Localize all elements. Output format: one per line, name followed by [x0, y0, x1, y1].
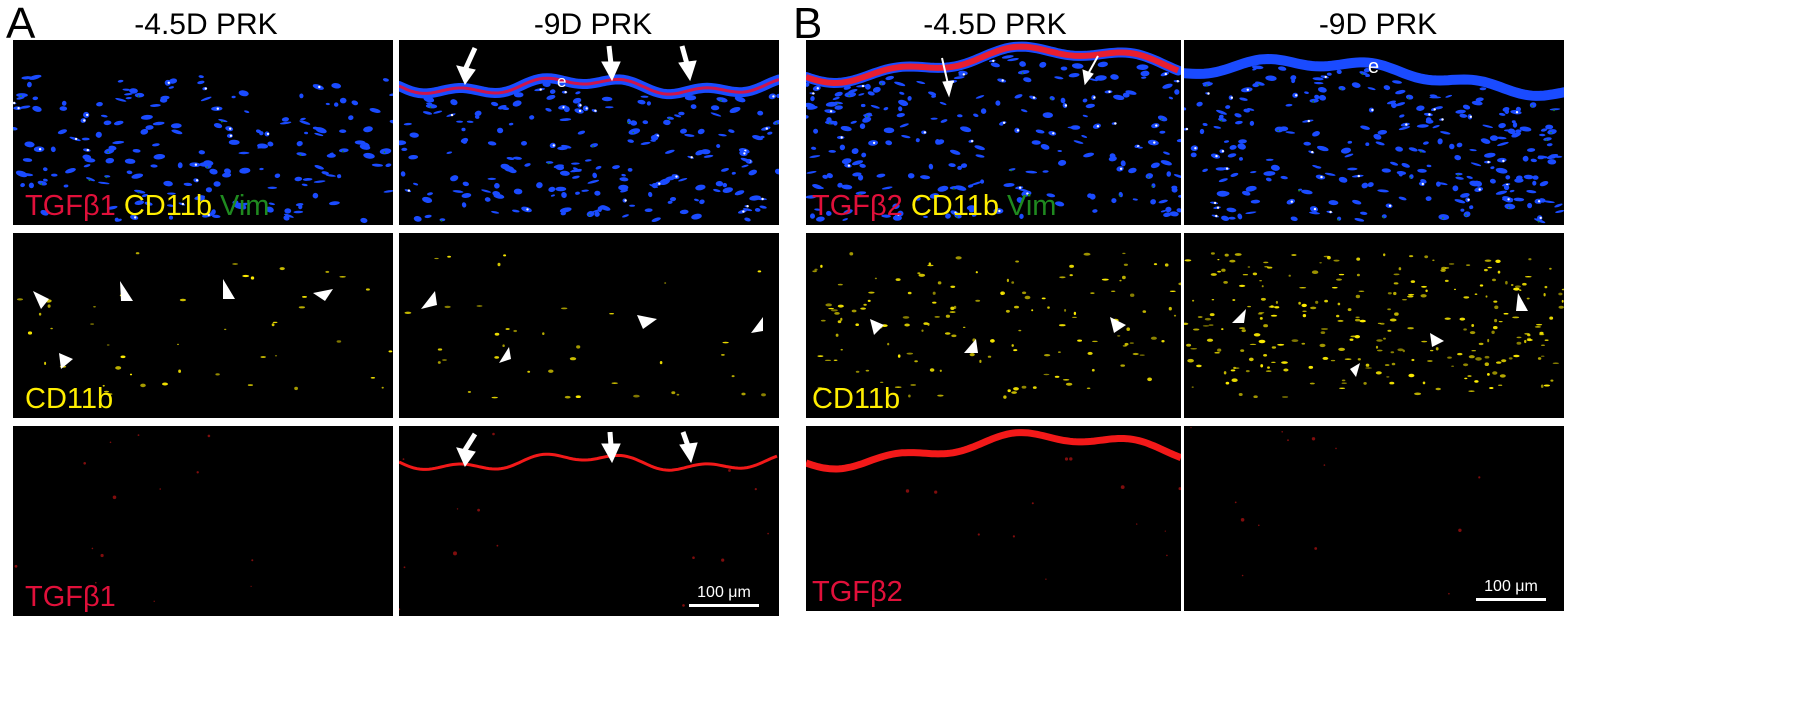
micrograph-image — [404, 254, 766, 399]
column-header-a-left: -4.5D PRK — [134, 8, 278, 41]
micrograph-a-tgf-left: TGFβ1 — [13, 426, 393, 616]
micrograph-b-tgf-right: 100 μm — [1184, 426, 1564, 611]
micrograph-image — [1184, 252, 1564, 398]
scale-bar: 100 μm — [689, 584, 759, 607]
micrograph-a-merge-right: e — [399, 40, 779, 225]
panel-letter-b: B — [793, 0, 823, 48]
micrograph-b-cd11b-right — [1184, 233, 1564, 418]
micrograph-image — [806, 429, 1181, 580]
micrograph-a-cd11b-left: CD11b — [13, 233, 393, 418]
stain-label-tgf: TGFβ1 — [25, 581, 116, 613]
scale-bar-line — [689, 604, 759, 607]
micrograph-a-cd11b-right — [399, 233, 779, 418]
micrograph-image — [14, 434, 254, 602]
column-header-a-right: -9D PRK — [533, 8, 653, 41]
panel-letter-a: A — [6, 0, 36, 48]
epithelium-marker: e — [1368, 56, 1380, 78]
stain-label: TGFβ1 CD11b Vim — [25, 190, 270, 222]
scale-bar: 100 μm — [1476, 578, 1546, 601]
scale-bar-label: 100 μm — [1484, 578, 1538, 595]
column-header-b-right: -9D PRK — [1318, 8, 1438, 41]
micrograph-image — [1190, 427, 1481, 595]
micrograph-image — [399, 73, 779, 223]
stain-label-tgf: TGFβ2 — [812, 576, 903, 608]
micrograph-b-merge-right: e — [1184, 40, 1564, 225]
micrograph-b-merge-left: TGFβ2 CD11b Vim — [806, 40, 1181, 225]
micrograph-image — [1184, 53, 1564, 224]
scale-bar-label: 100 μm — [697, 584, 751, 601]
scale-bar-line — [1476, 598, 1546, 601]
epithelium-marker: e — [557, 72, 567, 91]
micrograph-image — [13, 74, 393, 223]
column-header-b-left: -4.5D PRK — [923, 8, 1067, 41]
micrograph-a-merge-left: TGFβ1 CD11b Vim — [13, 40, 393, 225]
micrograph-b-cd11b-left: CD11b — [806, 233, 1181, 418]
stain-label-cd11b: CD11b — [812, 383, 901, 415]
micrograph-a-tgf-right: 100 μm — [399, 426, 779, 616]
micrograph-image — [812, 252, 1181, 399]
micrograph-b-tgf-left: TGFβ2 — [806, 426, 1181, 611]
micrograph-image — [806, 41, 1181, 222]
stain-label-cd11b: CD11b — [25, 383, 114, 415]
stain-label: TGFβ2 CD11b Vim — [812, 190, 1057, 222]
